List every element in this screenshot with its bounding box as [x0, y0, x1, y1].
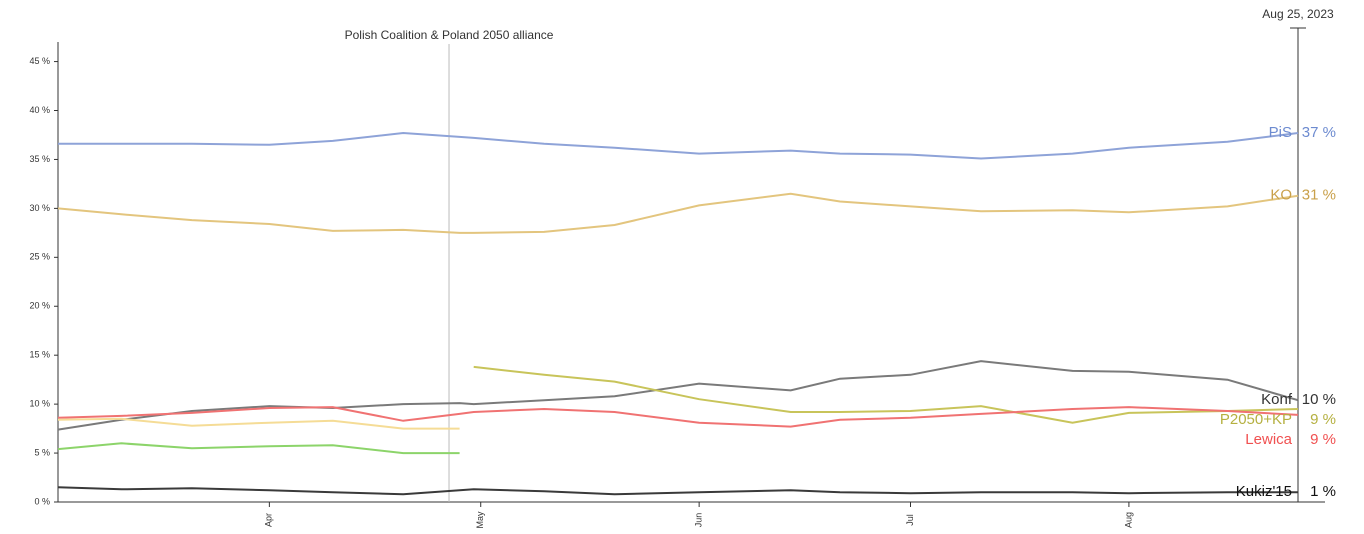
- series-line: [473, 365, 1299, 424]
- series-line: [57, 192, 1299, 234]
- x-tick-label: May: [475, 511, 485, 529]
- series-label-value: 10 %: [1302, 391, 1336, 408]
- series-label-value: 37 %: [1302, 124, 1336, 141]
- series-line: [58, 131, 1299, 160]
- y-tick-label: 30 %: [29, 203, 50, 213]
- series-line: [57, 360, 1299, 431]
- y-tick-label: 25 %: [29, 252, 50, 262]
- series-label-value: 31 %: [1302, 187, 1336, 204]
- series-label-value: 9 %: [1310, 431, 1336, 448]
- series-label-value: 1 %: [1310, 483, 1336, 500]
- y-tick-label: 15 %: [29, 350, 50, 360]
- series-line: [57, 486, 1298, 496]
- y-tick-label: 35 %: [29, 154, 50, 164]
- series-name: Konf: [1261, 391, 1293, 408]
- series-line: [57, 442, 460, 455]
- annotation: Polish Coalition & Poland 2050 alliance: [345, 28, 554, 42]
- x-tick-label: Jul: [905, 514, 915, 526]
- series-name: P2050+KP: [1220, 411, 1292, 428]
- series-line: [57, 417, 460, 430]
- series-name: Lewica: [1245, 431, 1292, 448]
- series-label-value: 9 %: [1310, 411, 1336, 428]
- x-tick-label: Jun: [694, 513, 704, 528]
- y-tick-label: 0 %: [34, 496, 50, 506]
- y-tick-label: 5 %: [34, 447, 50, 457]
- series-name: KO: [1270, 187, 1292, 204]
- y-tick-label: 40 %: [29, 105, 50, 115]
- y-tick-label: 10 %: [29, 399, 50, 409]
- x-tick-label: Aug: [1123, 512, 1133, 528]
- date-label: Aug 25, 2023: [1262, 7, 1334, 21]
- y-tick-label: 45 %: [29, 56, 50, 66]
- series-line: [57, 406, 1299, 428]
- series-name: PiS: [1269, 124, 1292, 141]
- series-name: Kukiz'15: [1236, 483, 1292, 500]
- y-tick-label: 20 %: [29, 301, 50, 311]
- x-tick-label: Apr: [264, 513, 274, 527]
